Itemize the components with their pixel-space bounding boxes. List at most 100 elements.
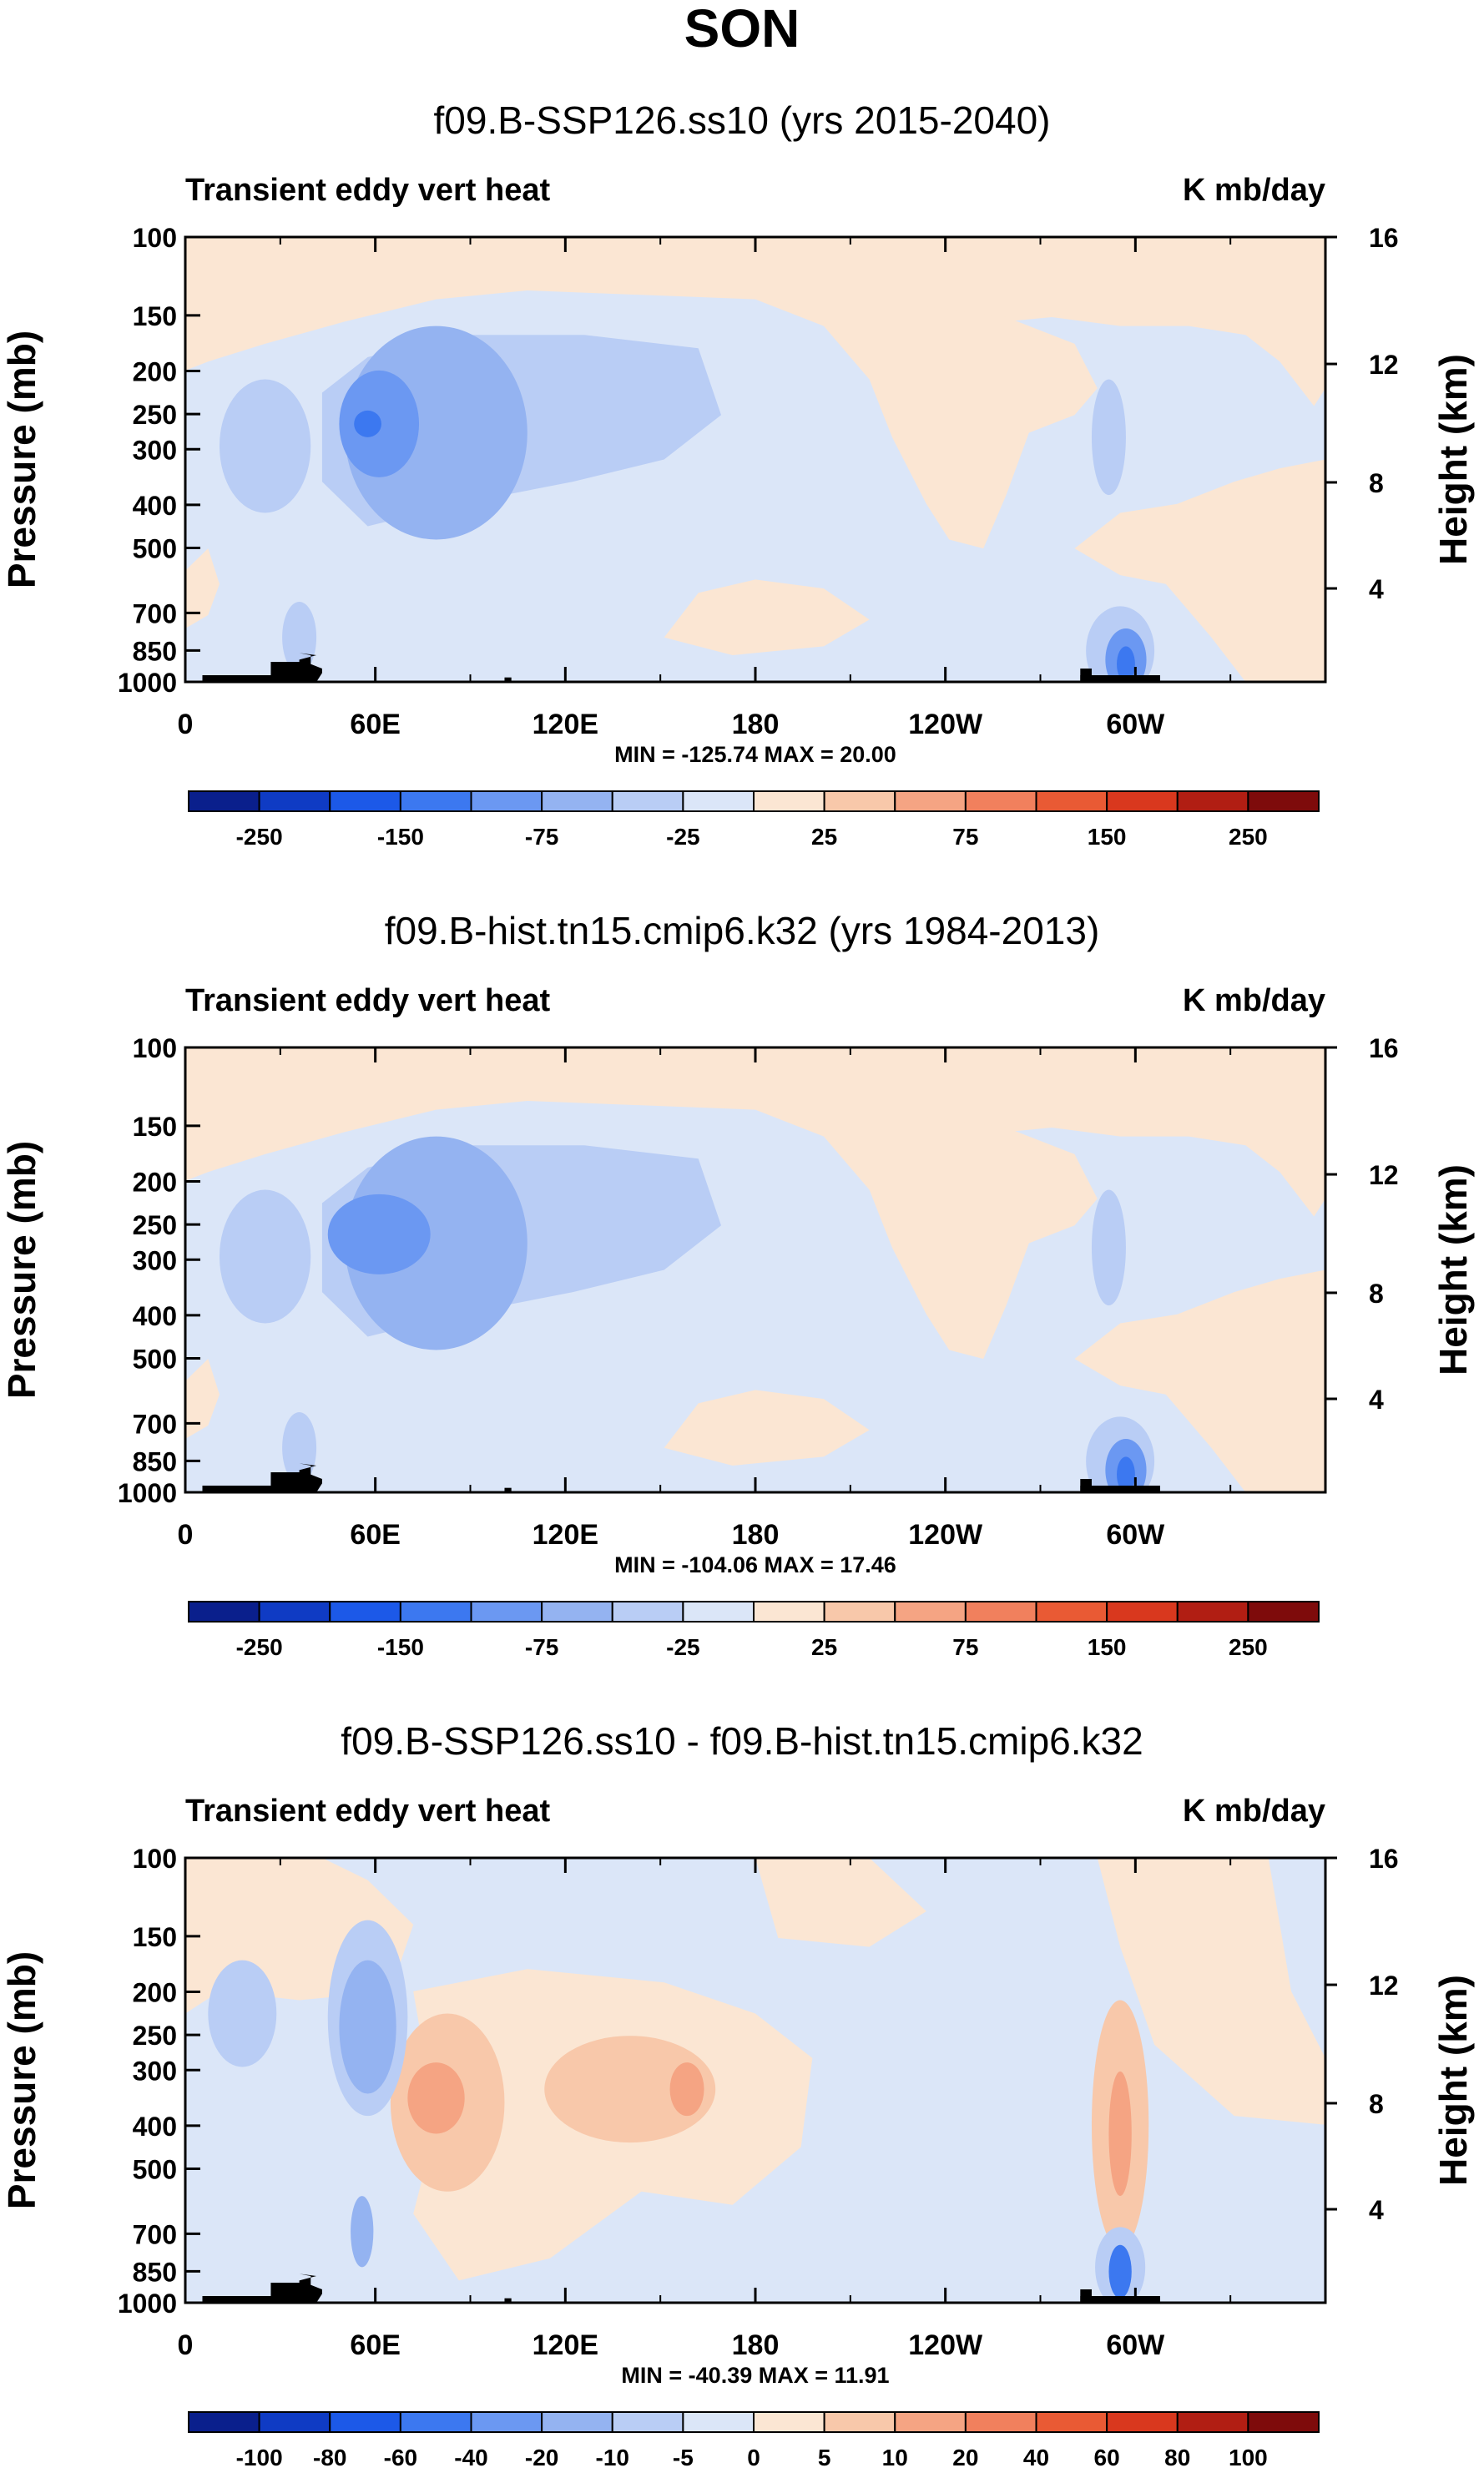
colorbar-swatch bbox=[1106, 2411, 1179, 2433]
panel-title: f09.B-hist.tn15.cmip6.k32 (yrs 1984-2013… bbox=[385, 909, 1100, 952]
y-tick-label: 150 bbox=[133, 1112, 177, 1142]
topography-peak bbox=[270, 2283, 303, 2303]
colorbar-swatch bbox=[1176, 2411, 1249, 2433]
y-tick-label: 100 bbox=[133, 1033, 177, 1063]
colorbar-label: 25 bbox=[811, 824, 837, 850]
colorbar-swatch bbox=[541, 1601, 613, 1623]
x-tick-label: 60W bbox=[1106, 709, 1165, 740]
topography-andes-peak bbox=[1080, 1479, 1092, 1492]
y2-tick-label: 4 bbox=[1369, 574, 1384, 604]
x-tick-label: 0 bbox=[178, 709, 194, 740]
contour-negative-low bbox=[351, 2196, 374, 2268]
y-tick-label: 400 bbox=[133, 491, 177, 521]
y-tick-label: 1000 bbox=[118, 2289, 177, 2319]
topography-andes-peak bbox=[1080, 669, 1092, 682]
topography-andes bbox=[1080, 1486, 1160, 1492]
y-tick-label: 100 bbox=[133, 223, 177, 253]
topography-andes bbox=[1080, 675, 1160, 682]
y-tick-label: 100 bbox=[133, 1844, 177, 1874]
contour-positive-low bbox=[664, 579, 870, 656]
colorbar-swatch bbox=[682, 790, 755, 812]
colorbar-swatch bbox=[188, 790, 260, 812]
topography-small bbox=[504, 2298, 512, 2303]
contour-positive-west-core bbox=[407, 2062, 465, 2134]
colorbar-swatch bbox=[1176, 1601, 1249, 1623]
colorbar-swatch bbox=[188, 1601, 260, 1623]
y2-tick-label: 12 bbox=[1369, 1160, 1399, 1190]
contour-negative-africa bbox=[219, 1189, 311, 1324]
y-tick-label: 700 bbox=[133, 598, 177, 628]
colorbar-label: -20 bbox=[525, 2445, 558, 2470]
colorbar-swatch bbox=[188, 2411, 260, 2433]
contour-negative-africa bbox=[219, 379, 311, 513]
topography-peak bbox=[270, 1472, 303, 1492]
colorbar-swatch bbox=[611, 1601, 684, 1623]
colorbar-swatch bbox=[541, 790, 613, 812]
colorbar-swatch bbox=[1035, 1601, 1108, 1623]
y2-tick-label: 4 bbox=[1369, 1385, 1384, 1415]
colorbar-label: 0 bbox=[747, 2445, 760, 2470]
y2-tick-label: 12 bbox=[1369, 1971, 1399, 2001]
contour-positive-east-core bbox=[669, 2062, 704, 2117]
colorbar-swatch bbox=[258, 2411, 331, 2433]
colorbar-swatch bbox=[399, 790, 472, 812]
y2-tick-label: 16 bbox=[1369, 1844, 1399, 1874]
contour-negative-jet-peak bbox=[354, 410, 381, 437]
x-tick-label: 120W bbox=[908, 2329, 983, 2361]
colorbar-label: 10 bbox=[882, 2445, 908, 2470]
x-tick-label: 120W bbox=[908, 709, 983, 740]
colorbar-label: -5 bbox=[673, 2445, 694, 2470]
chart-panel-1: f09.B-SSP126.ss10 (yrs 2015-2040) Transie… bbox=[0, 98, 1475, 850]
panel-title: f09.B-SSP126.ss10 - f09.B-hist.tn15.cmip… bbox=[341, 1719, 1143, 1763]
y-tick-label: 300 bbox=[133, 435, 177, 465]
y-tick-label: 200 bbox=[133, 1167, 177, 1197]
y-tick-label: 250 bbox=[133, 2021, 177, 2051]
colorbar-swatch bbox=[753, 1601, 825, 1623]
colorbar-swatch bbox=[823, 1601, 896, 1623]
topography-andes-peak bbox=[1080, 2289, 1092, 2303]
contour-positive-low bbox=[664, 1390, 870, 1466]
y2-tick-label: 4 bbox=[1369, 2195, 1384, 2225]
x-tick-label: 0 bbox=[178, 1519, 194, 1551]
colorbar-label: -10 bbox=[596, 2445, 629, 2470]
colorbar-swatch bbox=[1035, 2411, 1108, 2433]
colorbar-label: -75 bbox=[525, 824, 558, 850]
contour-negative-surface-peak bbox=[1117, 646, 1135, 682]
y-axis-title: Pressure (mb) bbox=[0, 1141, 43, 1399]
colorbar-swatch bbox=[964, 790, 1037, 812]
colorbar-swatch bbox=[258, 1601, 331, 1623]
colorbar-swatch bbox=[470, 790, 543, 812]
y-tick-label: 500 bbox=[133, 1345, 177, 1375]
panel-left-label: Transient eddy vert heat bbox=[185, 173, 550, 208]
colorbar-swatch bbox=[258, 790, 331, 812]
colorbar-label: 100 bbox=[1229, 2445, 1268, 2470]
colorbar-swatch bbox=[1176, 790, 1249, 812]
colorbar-swatch bbox=[329, 790, 401, 812]
y2-axis-title: Height (km) bbox=[1431, 354, 1475, 565]
contour-field bbox=[185, 1047, 1325, 1492]
colorbar-label: 5 bbox=[818, 2445, 831, 2470]
x-tick-label: 180 bbox=[732, 709, 780, 740]
colorbar-swatch bbox=[399, 2411, 472, 2433]
colorbar-label: 40 bbox=[1023, 2445, 1049, 2470]
colorbar-swatch bbox=[753, 790, 825, 812]
colorbar-swatch bbox=[682, 2411, 755, 2433]
colorbar-swatch bbox=[894, 1601, 967, 1623]
colorbar-label: -75 bbox=[525, 1634, 558, 1660]
y-tick-label: 700 bbox=[133, 1409, 177, 1439]
y-axis-title: Pressure (mb) bbox=[0, 331, 43, 588]
min-max-stats: MIN = -104.06 MAX = 17.46 bbox=[614, 1552, 896, 1577]
contour-field bbox=[185, 1858, 1325, 2303]
y-tick-label: 500 bbox=[133, 534, 177, 564]
colorbar-label: 75 bbox=[952, 1634, 978, 1660]
y-tick-label: 400 bbox=[133, 2112, 177, 2142]
colorbar-swatch bbox=[1247, 790, 1320, 812]
colorbar-label: -80 bbox=[313, 2445, 346, 2470]
y-tick-label: 850 bbox=[133, 2257, 177, 2287]
colorbar-swatch bbox=[682, 1601, 755, 1623]
contour-positive-upper bbox=[185, 237, 1325, 406]
contour-positive-upper-east bbox=[1097, 1858, 1325, 2125]
y-tick-label: 250 bbox=[133, 400, 177, 430]
colorbar-label: 20 bbox=[952, 2445, 978, 2470]
